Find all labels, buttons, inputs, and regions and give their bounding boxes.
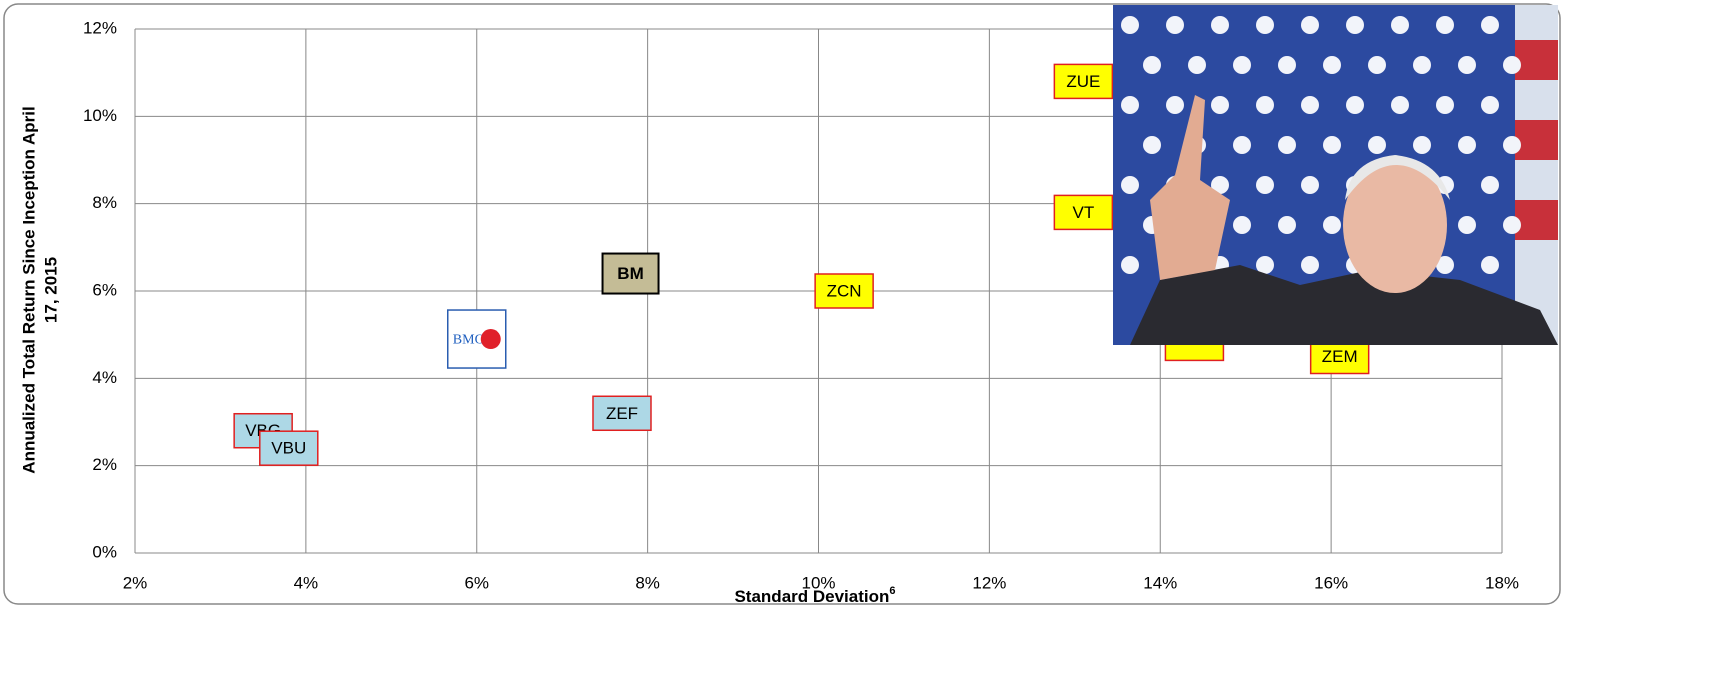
photo-star — [1368, 136, 1386, 154]
photo-star — [1481, 256, 1499, 274]
x-tick-label: 4% — [294, 573, 319, 592]
y-tick-label: 12% — [83, 18, 117, 37]
photo-star — [1256, 96, 1274, 114]
y-axis-title: 17, 2015 — [41, 257, 60, 323]
photo-star — [1503, 56, 1521, 74]
y-tick-label: 10% — [83, 106, 117, 125]
y-tick-label: 4% — [92, 368, 117, 387]
point: BM — [603, 254, 659, 294]
photo-star — [1458, 216, 1476, 234]
photo-star — [1143, 56, 1161, 74]
x-tick-label: 14% — [1143, 573, 1177, 592]
photo-star — [1188, 56, 1206, 74]
point: VBU — [260, 431, 318, 465]
page: {"chart_data": {"type": "scatter", "y_la… — [0, 0, 1731, 675]
x-tick-label: 2% — [123, 573, 148, 592]
point-label: ZEF — [606, 404, 638, 423]
photo-star — [1391, 16, 1409, 34]
photo — [1113, 5, 1558, 345]
photo-star — [1121, 256, 1139, 274]
photo-star — [1301, 96, 1319, 114]
photo-star — [1503, 216, 1521, 234]
x-axis-title-note: 6 — [889, 585, 895, 597]
photo-stripe — [1515, 120, 1558, 160]
photo-star — [1166, 16, 1184, 34]
chart: 0%2%4%6%8%10%12%2%4%6%8%10%12%14%16%18% … — [0, 0, 1731, 670]
x-tick-label: 8% — [635, 573, 660, 592]
photo-star — [1323, 136, 1341, 154]
y-axis-title: Annualized Total Return Since Inception … — [19, 106, 38, 473]
photo-star — [1121, 96, 1139, 114]
photo-star — [1391, 96, 1409, 114]
x-tick-label: 18% — [1485, 573, 1519, 592]
photo-star — [1436, 96, 1454, 114]
y-tick-label: 2% — [92, 455, 117, 474]
photo-star — [1121, 16, 1139, 34]
photo-star — [1211, 16, 1229, 34]
logo-mark — [481, 329, 501, 349]
photo-star — [1233, 136, 1251, 154]
point: VT — [1054, 195, 1112, 229]
photo-star — [1301, 176, 1319, 194]
y-tick-label: 8% — [92, 193, 117, 212]
photo-star — [1346, 96, 1364, 114]
photo-star — [1278, 136, 1296, 154]
photo-star — [1166, 96, 1184, 114]
photo-star — [1278, 56, 1296, 74]
photo-star — [1256, 176, 1274, 194]
point: ZCN — [815, 274, 873, 308]
point: ZEF — [593, 396, 651, 430]
point-label: VBU — [271, 439, 306, 458]
photo-star — [1481, 176, 1499, 194]
photo-star — [1413, 56, 1431, 74]
point-label: ZCN — [827, 281, 862, 300]
x-tick-label: 12% — [972, 573, 1006, 592]
photo-star — [1436, 16, 1454, 34]
photo-star — [1211, 96, 1229, 114]
photo-star — [1413, 136, 1431, 154]
photo-star — [1256, 16, 1274, 34]
x-tick-label: 16% — [1314, 573, 1348, 592]
photo-star — [1323, 56, 1341, 74]
y-tick-label: 0% — [92, 542, 117, 561]
photo-star — [1481, 16, 1499, 34]
photo-star — [1121, 176, 1139, 194]
point: ZUE — [1054, 64, 1112, 98]
photo-star — [1458, 136, 1476, 154]
photo-star — [1458, 56, 1476, 74]
photo-star — [1323, 216, 1341, 234]
photo-star — [1481, 96, 1499, 114]
photo-star — [1233, 216, 1251, 234]
x-axis-title-text: Standard Deviation — [734, 587, 889, 606]
photo-star — [1278, 216, 1296, 234]
photo-star — [1503, 136, 1521, 154]
point-label: ZUE — [1066, 72, 1100, 91]
x-axis-title: Standard Deviation6 — [734, 585, 895, 607]
y-tick-label: 6% — [92, 280, 117, 299]
point-label: BMO — [453, 332, 485, 347]
photo-star — [1301, 16, 1319, 34]
photo-star — [1301, 256, 1319, 274]
point-label: VT — [1072, 203, 1094, 222]
photo-stripe — [1515, 200, 1558, 240]
photo-star — [1233, 56, 1251, 74]
x-tick-label: 6% — [464, 573, 489, 592]
photo-star — [1346, 16, 1364, 34]
point-label: ZEM — [1322, 347, 1358, 366]
photo-star — [1368, 56, 1386, 74]
photo-star — [1143, 136, 1161, 154]
point-label: BM — [617, 264, 643, 283]
point: BMO — [448, 310, 506, 368]
photo-stripe — [1515, 40, 1558, 80]
